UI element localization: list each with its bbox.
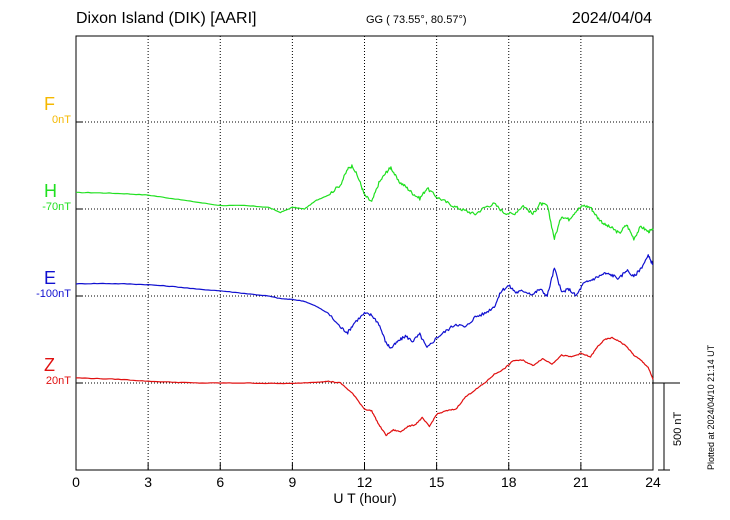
series-line-H — [76, 164, 654, 241]
series-line-Z — [75, 336, 654, 437]
x-tick-label: 9 — [288, 474, 296, 490]
x-tick-label: 15 — [429, 474, 445, 490]
x-tick-label: 24 — [645, 474, 661, 490]
plotted-timestamp: Plotted at 2024/04/10 21:14 UT — [706, 344, 716, 470]
scale-bar-label: 500 nT — [672, 411, 684, 446]
x-tick-label: 0 — [72, 474, 80, 490]
channel-offset-E: -100nT — [36, 288, 71, 300]
series-line-E — [75, 254, 654, 349]
x-tick-label: 21 — [573, 474, 589, 490]
channel-letter-Z: Z — [44, 355, 55, 375]
plot-date: 2024/04/04 — [571, 10, 652, 27]
x-tick-label: 3 — [144, 474, 152, 490]
channel-offset-F: 0nT — [52, 114, 71, 126]
channel-letter-H: H — [44, 181, 57, 201]
x-tick-label: 18 — [501, 474, 517, 490]
channel-offset-H: -70nT — [42, 201, 71, 213]
scale-bar — [653, 382, 680, 471]
channel-letter-E: E — [44, 268, 57, 288]
station-title: Dixon Island (DIK) [AARI] — [76, 10, 257, 27]
channel-offset-Z: 20nT — [45, 375, 71, 387]
geographic-coordinates: GG ( 73.55°, 80.57°) — [366, 14, 467, 26]
x-tick-label: 12 — [357, 474, 373, 490]
x-axis-ticks: 0 3 6 9 12 15 18 21 24 — [72, 121, 661, 490]
data-series — [75, 164, 654, 437]
channel-letter-F: F — [44, 94, 55, 114]
x-tick-label: 6 — [216, 474, 224, 490]
grid-lines — [76, 36, 653, 470]
x-axis-label: U T (hour) — [333, 490, 397, 506]
